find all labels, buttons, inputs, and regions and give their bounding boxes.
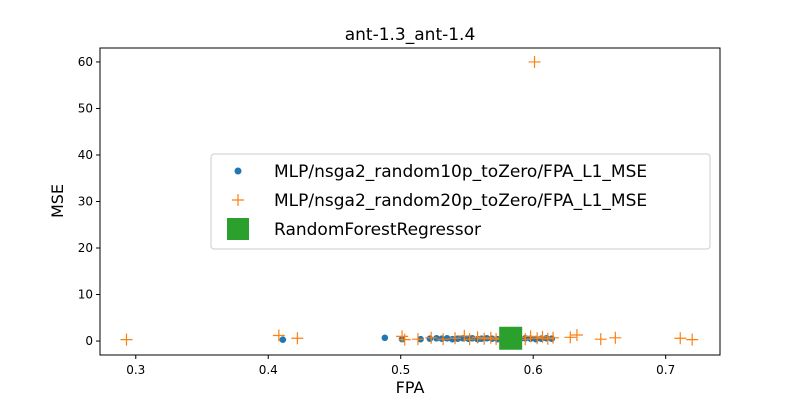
y-tick-label: 0: [85, 334, 93, 348]
data-point: [528, 55, 541, 68]
data-point: [120, 333, 133, 346]
y-axis-ticks: 0 10 20 30 40 50 60: [78, 55, 100, 348]
data-point: [411, 333, 424, 346]
data-point: [478, 332, 491, 345]
data-point: [463, 333, 476, 346]
y-tick-label: 60: [78, 55, 93, 69]
legend-label-1: MLP/nsga2_random10p_toZero/FPA_L1_MSE: [274, 162, 647, 182]
legend: MLP/nsga2_random10p_toZero/FPA_L1_MSE MLP…: [210, 153, 711, 250]
data-point: [471, 331, 484, 344]
data-point: [381, 334, 389, 342]
data-point: [279, 336, 287, 343]
legend-label-3: RandomForestRegressor: [274, 220, 481, 240]
data-point: [524, 330, 537, 343]
y-tick-label: 30: [78, 195, 93, 209]
legend-marker-2: [232, 194, 244, 206]
data-point: [609, 331, 622, 344]
data-point: [449, 332, 462, 345]
data-point: [541, 332, 554, 345]
data-point: [272, 329, 285, 342]
y-tick-label: 50: [78, 101, 93, 115]
data-point: [686, 333, 699, 346]
data-marks: [120, 55, 699, 350]
data-point: [547, 331, 560, 344]
legend-marker-1: [234, 167, 242, 175]
legend-box: [210, 153, 711, 250]
data-point: [570, 328, 583, 341]
legend-marker-3: [227, 218, 249, 240]
x-tick-label: 0.7: [656, 363, 675, 377]
data-point: [398, 333, 411, 346]
y-tick-label: 20: [78, 241, 93, 255]
chart-title: ant-1.3_ant-1.4: [345, 25, 476, 45]
data-point: [426, 335, 434, 343]
x-axis-ticks: 0.3 0.4 0.5 0.6 0.7: [126, 355, 675, 377]
data-point: [443, 334, 451, 342]
data-point: [396, 330, 409, 343]
data-point: [594, 333, 607, 346]
data-point: [531, 332, 544, 345]
x-axis-label: FPA: [396, 378, 425, 397]
data-point: [425, 331, 438, 344]
data-point: [484, 331, 497, 344]
x-tick-label: 0.4: [259, 363, 278, 377]
legend-entries: MLP/nsga2_random10p_toZero/FPA_L1_MSE MLP…: [227, 162, 647, 240]
data-point: [291, 332, 304, 345]
y-tick-label: 40: [78, 148, 93, 162]
y-tick-label: 10: [78, 288, 93, 302]
data-point: [674, 332, 687, 345]
legend-label-2: MLP/nsga2_random20p_toZero/FPA_L1_MSE: [274, 191, 647, 211]
data-point: [468, 334, 476, 342]
data-point: [437, 333, 450, 346]
x-tick-label: 0.6: [524, 363, 543, 377]
plot-frame: [99, 47, 721, 356]
data-point: [564, 331, 577, 344]
series-3: [499, 326, 523, 350]
y-axis-label: MSE: [48, 184, 67, 218]
data-point-square: [499, 326, 523, 350]
data-point: [458, 329, 471, 342]
data-point: [536, 330, 549, 343]
x-tick-label: 0.3: [126, 363, 145, 377]
data-point: [449, 335, 456, 343]
x-tick-label: 0.5: [391, 363, 410, 377]
